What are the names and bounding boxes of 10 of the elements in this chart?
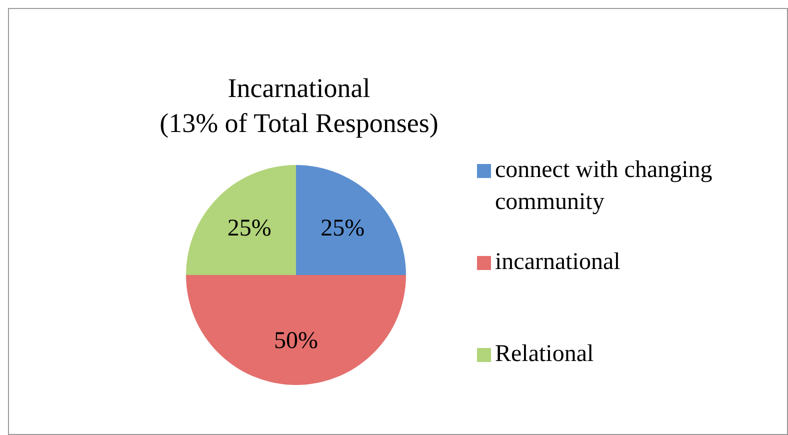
pie-slice [186, 275, 406, 385]
legend-label: incarnational [495, 248, 622, 277]
chart-title: Incarnational (13% of Total Responses) [158, 72, 440, 140]
pie-slice [186, 165, 296, 275]
data-label: 25% [227, 215, 272, 242]
data-label: 50% [274, 328, 318, 354]
data-label: 25% [320, 215, 365, 242]
pie-slice [296, 165, 406, 275]
legend-label: Relational [495, 340, 595, 369]
legend-label: connect with changing community [495, 156, 714, 217]
